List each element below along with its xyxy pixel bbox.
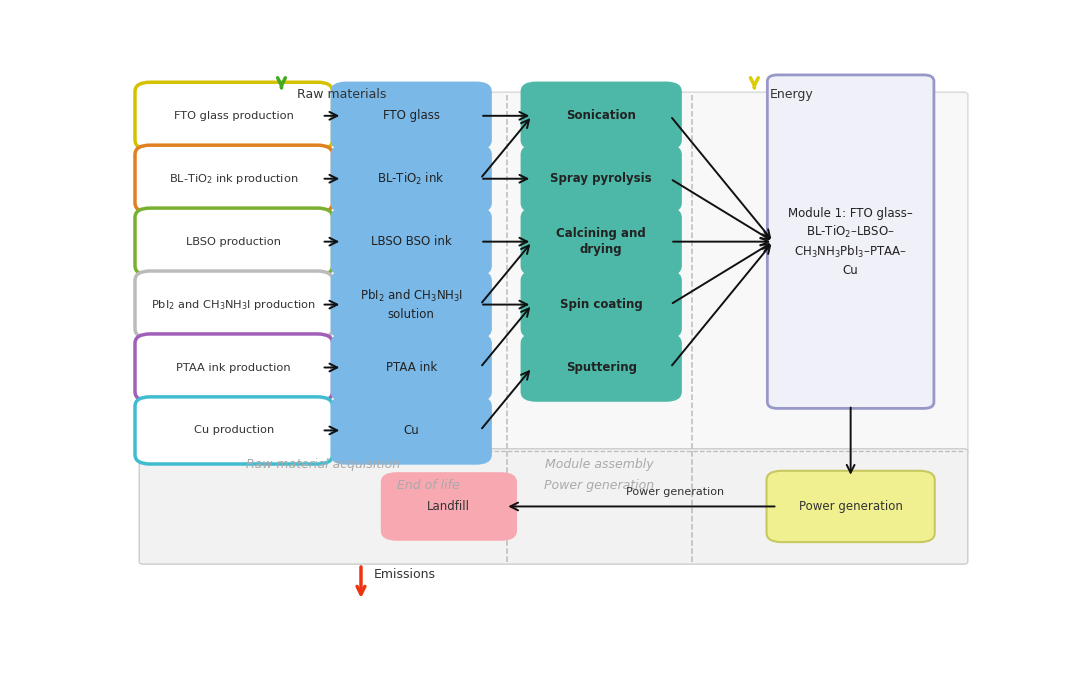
Text: Raw material acquisition: Raw material acquisition xyxy=(246,458,401,471)
FancyBboxPatch shape xyxy=(522,334,681,401)
Text: PbI$_2$ and CH$_3$NH$_3$I production: PbI$_2$ and CH$_3$NH$_3$I production xyxy=(151,298,316,312)
FancyBboxPatch shape xyxy=(135,271,333,338)
FancyBboxPatch shape xyxy=(332,271,491,338)
Text: PTAA ink: PTAA ink xyxy=(386,361,436,374)
FancyBboxPatch shape xyxy=(767,471,935,542)
Text: Cu: Cu xyxy=(403,424,419,437)
FancyBboxPatch shape xyxy=(332,397,491,464)
FancyBboxPatch shape xyxy=(522,82,681,149)
Text: FTO glass production: FTO glass production xyxy=(174,111,294,121)
Text: Landfill: Landfill xyxy=(428,500,471,513)
FancyBboxPatch shape xyxy=(332,145,491,212)
Text: Sonication: Sonication xyxy=(566,110,636,123)
Text: BL-TiO$_2$ ink production: BL-TiO$_2$ ink production xyxy=(170,172,298,186)
Text: LBSO production: LBSO production xyxy=(186,237,281,247)
Text: BL-TiO$_2$ ink: BL-TiO$_2$ ink xyxy=(377,171,445,187)
Text: Spin coating: Spin coating xyxy=(559,298,643,311)
Text: End of life: End of life xyxy=(396,479,459,492)
Text: Power generation: Power generation xyxy=(799,500,903,513)
FancyBboxPatch shape xyxy=(135,145,333,212)
Text: Module 1: FTO glass–
BL-TiO$_2$–LBSO–
CH$_3$NH$_3$PbI$_3$–PTAA–
Cu: Module 1: FTO glass– BL-TiO$_2$–LBSO– CH… xyxy=(788,206,913,276)
Text: PbI$_2$ and CH$_3$NH$_3$I
solution: PbI$_2$ and CH$_3$NH$_3$I solution xyxy=(360,288,463,321)
FancyBboxPatch shape xyxy=(522,145,681,212)
Text: Emissions: Emissions xyxy=(374,568,435,581)
FancyBboxPatch shape xyxy=(332,82,491,149)
Text: FTO glass: FTO glass xyxy=(382,110,440,123)
Text: Energy: Energy xyxy=(769,89,813,101)
Text: Module assembly: Module assembly xyxy=(545,458,653,471)
FancyBboxPatch shape xyxy=(332,334,491,401)
Text: Power generation: Power generation xyxy=(625,487,724,497)
Text: Spray pyrolysis: Spray pyrolysis xyxy=(551,172,652,185)
Text: Power generation: Power generation xyxy=(544,479,654,492)
Text: Calcining and
drying: Calcining and drying xyxy=(556,227,646,257)
FancyBboxPatch shape xyxy=(135,82,333,149)
FancyBboxPatch shape xyxy=(135,208,333,275)
FancyBboxPatch shape xyxy=(522,271,681,338)
FancyBboxPatch shape xyxy=(139,92,968,454)
FancyBboxPatch shape xyxy=(381,473,516,540)
FancyBboxPatch shape xyxy=(522,208,681,275)
Text: Cu production: Cu production xyxy=(193,426,274,435)
FancyBboxPatch shape xyxy=(768,75,934,409)
Text: PTAA ink production: PTAA ink production xyxy=(176,362,292,373)
FancyBboxPatch shape xyxy=(135,397,333,464)
Text: Sputtering: Sputtering xyxy=(566,361,637,374)
FancyBboxPatch shape xyxy=(139,449,968,564)
Text: Raw materials: Raw materials xyxy=(297,89,386,101)
Text: LBSO BSO ink: LBSO BSO ink xyxy=(370,235,451,248)
FancyBboxPatch shape xyxy=(332,208,491,275)
FancyBboxPatch shape xyxy=(135,334,333,401)
